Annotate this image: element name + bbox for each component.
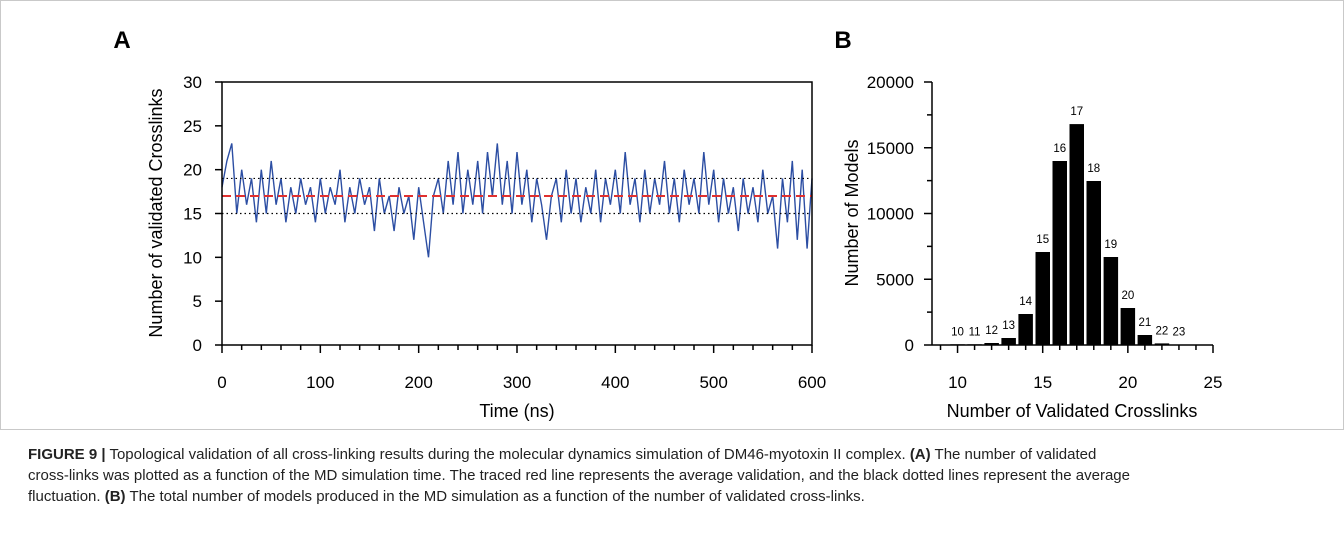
bar	[1086, 181, 1101, 345]
y-axis-label: Number of validated Crosslinks	[146, 88, 166, 337]
x-axis-label: Number of Validated Crosslinks	[947, 401, 1198, 421]
x-tick-label: 25	[1204, 373, 1223, 392]
caption-line-3: fluctuation. (B) The total number of mod…	[28, 486, 1130, 507]
y-tick-label: 0	[193, 336, 202, 355]
bar-data-label: 18	[1087, 163, 1100, 175]
y-tick-label: 10000	[867, 205, 914, 224]
x-tick-label: 20	[1118, 373, 1137, 392]
bar-data-label: 20	[1121, 290, 1134, 302]
bar-data-label: 10	[951, 326, 964, 338]
y-tick-label: 15000	[867, 139, 914, 158]
caption-panel-a-ref: (A)	[909, 446, 931, 463]
panel-b-label: B	[834, 27, 851, 54]
bar	[1154, 343, 1170, 345]
bar-data-label: 15	[1036, 234, 1049, 246]
caption-text-a-part3: fluctuation.	[28, 488, 101, 505]
bar	[1120, 308, 1136, 345]
bar	[1137, 335, 1153, 345]
bar-data-label: 14	[1019, 296, 1032, 308]
bar	[1035, 252, 1050, 345]
bar-data-label: 22	[1156, 325, 1169, 337]
x-tick-label: 200	[404, 373, 432, 392]
bar	[1001, 338, 1016, 345]
x-tick-label: 10	[948, 373, 967, 392]
crosslinks-series-line	[221, 143, 813, 258]
y-tick-label: 10	[183, 248, 202, 267]
bar-data-label: 21	[1138, 317, 1151, 329]
caption-text-a-part1: The number of validated	[934, 446, 1097, 463]
y-tick-label: 0	[905, 336, 914, 355]
bar	[1018, 314, 1033, 345]
y-tick-label: 20	[183, 161, 202, 180]
caption-intro: Topological validation of all cross-link…	[109, 446, 906, 463]
caption-text-b: The total number of models produced in t…	[129, 488, 865, 505]
bar	[1069, 124, 1084, 345]
x-tick-label: 15	[1033, 373, 1052, 392]
bar-data-label: 13	[1002, 320, 1015, 332]
y-tick-label: 20000	[867, 73, 914, 92]
y-tick-label: 5000	[876, 270, 914, 289]
x-tick-label: 500	[699, 373, 727, 392]
caption-panel-b-ref: (B)	[104, 488, 126, 505]
x-tick-label: 0	[217, 373, 226, 392]
figure-caption: FIGURE 9 | Topological validation of all…	[28, 444, 1130, 507]
y-tick-label: 25	[183, 117, 202, 136]
y-axis-label: Number of Models	[842, 139, 862, 286]
bar-data-label: 12	[985, 325, 998, 337]
bar-data-label: 19	[1104, 239, 1117, 251]
bar-data-label: 23	[1173, 327, 1186, 339]
bar	[1052, 161, 1067, 345]
figure-number: FIGURE 9 |	[28, 446, 106, 463]
y-tick-label: 5	[193, 292, 202, 311]
plot-frame	[221, 81, 813, 346]
x-axis-label: Time (ns)	[479, 401, 554, 421]
x-tick-label: 100	[306, 373, 334, 392]
bar-data-label: 16	[1053, 143, 1066, 155]
x-tick-label: 400	[601, 373, 629, 392]
bar-data-label: 17	[1070, 106, 1083, 118]
x-tick-label: 600	[798, 373, 826, 392]
caption-text-a-part2: cross-links was plotted as a function of…	[28, 467, 1130, 484]
bar-data-label: 11	[969, 326, 981, 338]
bar	[1103, 257, 1119, 345]
panel-b-chart: B 10 11 12 13 14 15 16 17 18 19 20 21 22 23 0 5000 10000 1…	[834, 27, 1222, 421]
y-tick-label: 30	[183, 73, 202, 92]
caption-line-1: FIGURE 9 | Topological validation of all…	[28, 444, 1130, 465]
caption-line-2: cross-links was plotted as a function of…	[28, 465, 1130, 486]
bar	[984, 343, 999, 345]
x-tick-label: 300	[503, 373, 531, 392]
y-tick-label: 15	[183, 205, 202, 224]
panel-a-label: A	[113, 27, 130, 54]
